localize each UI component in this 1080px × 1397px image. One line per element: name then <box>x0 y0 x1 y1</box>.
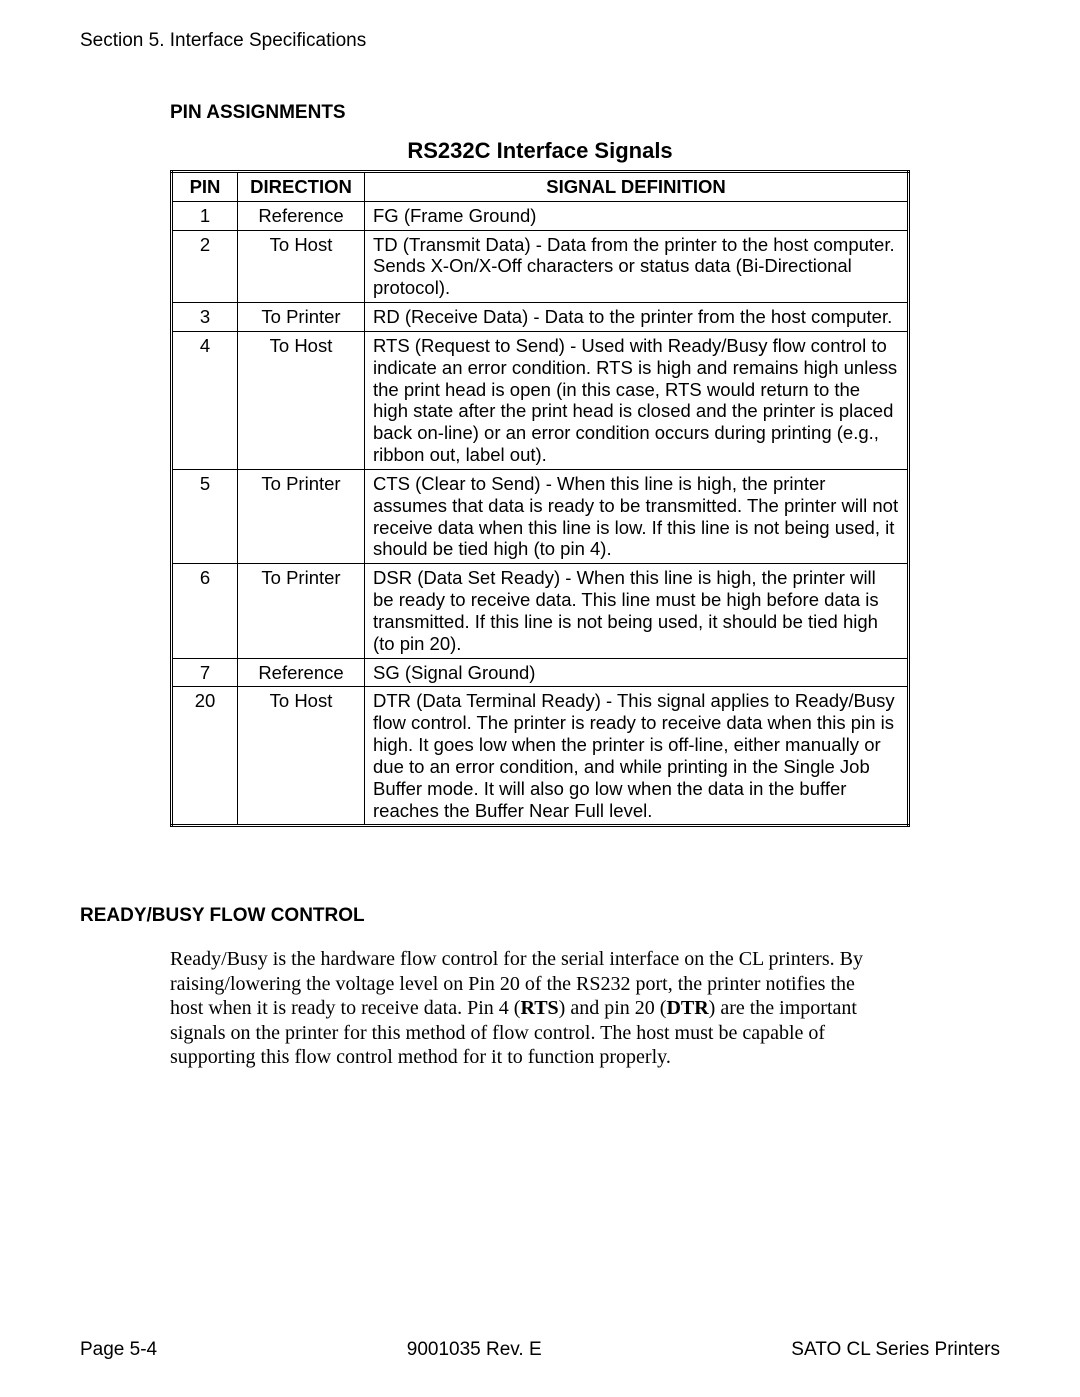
cell-definition: DTR (Data Terminal Ready) - This signal … <box>365 687 909 826</box>
cell-direction: To Printer <box>238 303 365 332</box>
flow-control-paragraph: Ready/Busy is the hardware flow control … <box>170 947 890 1069</box>
cell-direction: To Host <box>238 331 365 469</box>
rs232c-signals-table: PIN DIRECTION SIGNAL DEFINITION 1 Refere… <box>170 170 910 827</box>
col-definition: SIGNAL DEFINITION <box>365 172 909 202</box>
footer-center: 9001035 Rev. E <box>407 1339 542 1361</box>
footer-left: Page 5-4 <box>80 1339 157 1361</box>
table-row: 5 To Printer CTS (Clear to Send) - When … <box>172 469 909 563</box>
flow-control-heading: READY/BUSY FLOW CONTROL <box>80 905 1000 927</box>
document-page: Section 5. Interface Specifications PIN … <box>0 0 1080 1397</box>
table-row: 1 Reference FG (Frame Ground) <box>172 201 909 230</box>
cell-definition: CTS (Clear to Send) - When this line is … <box>365 469 909 563</box>
cell-definition: SG (Signal Ground) <box>365 658 909 687</box>
cell-pin: 20 <box>172 687 238 826</box>
cell-pin: 2 <box>172 230 238 302</box>
cell-definition: FG (Frame Ground) <box>365 201 909 230</box>
table-body: 1 Reference FG (Frame Ground) 2 To Host … <box>172 201 909 826</box>
table-row: 3 To Printer RD (Receive Data) - Data to… <box>172 303 909 332</box>
cell-pin: 6 <box>172 564 238 658</box>
cell-direction: To Host <box>238 687 365 826</box>
cell-pin: 3 <box>172 303 238 332</box>
cell-pin: 1 <box>172 201 238 230</box>
page-footer: Page 5-4 9001035 Rev. E SATO CL Series P… <box>80 1339 1000 1361</box>
running-header: Section 5. Interface Specifications <box>80 30 1000 52</box>
bold-rts: RTS <box>520 997 558 1019</box>
cell-pin: 4 <box>172 331 238 469</box>
cell-direction: To Printer <box>238 469 365 563</box>
footer-right: SATO CL Series Printers <box>791 1339 1000 1361</box>
table-header-row: PIN DIRECTION SIGNAL DEFINITION <box>172 172 909 202</box>
table-row: 4 To Host RTS (Request to Send) - Used w… <box>172 331 909 469</box>
cell-pin: 7 <box>172 658 238 687</box>
cell-definition: DSR (Data Set Ready) - When this line is… <box>365 564 909 658</box>
cell-direction: Reference <box>238 201 365 230</box>
para-text: ) and pin 20 ( <box>559 997 667 1019</box>
col-pin: PIN <box>172 172 238 202</box>
bold-dtr: DTR <box>666 997 708 1019</box>
table-title: RS232C Interface Signals <box>80 138 1000 164</box>
table-row: 2 To Host TD (Transmit Data) - Data from… <box>172 230 909 302</box>
cell-direction: Reference <box>238 658 365 687</box>
pin-assignments-heading: PIN ASSIGNMENTS <box>170 102 1000 124</box>
cell-definition: RTS (Request to Send) - Used with Ready/… <box>365 331 909 469</box>
cell-definition: RD (Receive Data) - Data to the printer … <box>365 303 909 332</box>
cell-definition: TD (Transmit Data) - Data from the print… <box>365 230 909 302</box>
col-direction: DIRECTION <box>238 172 365 202</box>
cell-pin: 5 <box>172 469 238 563</box>
table-row: 6 To Printer DSR (Data Set Ready) - When… <box>172 564 909 658</box>
table-row: 20 To Host DTR (Data Terminal Ready) - T… <box>172 687 909 826</box>
table-row: 7 Reference SG (Signal Ground) <box>172 658 909 687</box>
cell-direction: To Host <box>238 230 365 302</box>
cell-direction: To Printer <box>238 564 365 658</box>
